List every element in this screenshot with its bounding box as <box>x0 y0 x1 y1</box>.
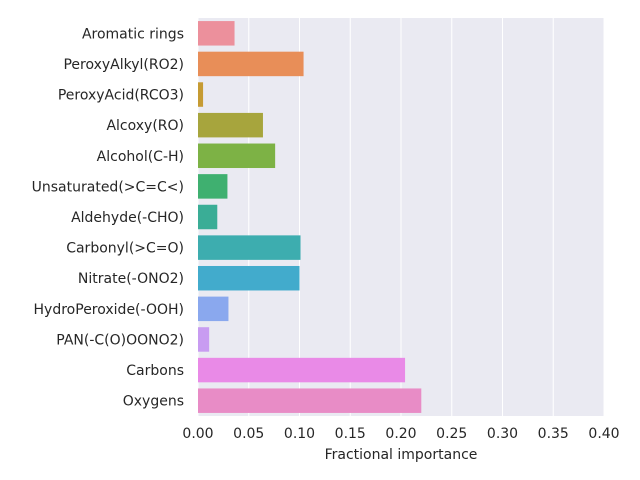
bar <box>198 51 304 77</box>
y-tick-label: Aromatic rings <box>82 26 184 42</box>
y-tick-label: PeroxyAcid(RCO3) <box>58 88 184 104</box>
y-tick-label: Aldehyde(-CHO) <box>71 210 184 226</box>
y-tick-label: PAN(-C(O)OONO2) <box>56 332 184 348</box>
x-tick-label: 0.05 <box>233 426 264 442</box>
y-tick-label: Carbons <box>126 363 184 379</box>
x-tick-label: 0.25 <box>436 426 467 442</box>
y-tick-labels: Aromatic rings PeroxyAlkyl(RO2) PeroxyAcid… <box>32 26 184 409</box>
x-tick-label: 0.15 <box>335 426 366 442</box>
bar <box>198 327 210 352</box>
y-tick-label: Oxygens <box>123 394 184 410</box>
y-tick-label: Unsaturated(>C=C<) <box>32 179 184 195</box>
x-tick-label: 0.00 <box>182 426 213 442</box>
bar <box>198 21 235 46</box>
y-tick-label: Alcohol(C-H) <box>97 149 184 165</box>
bar <box>198 204 218 230</box>
bar <box>198 357 406 383</box>
x-axis-label: Fractional importance <box>325 447 478 463</box>
x-tick-labels: 0.00 0.05 0.10 0.15 0.20 0.25 0.30 0.35 0.40 <box>182 426 619 442</box>
bar <box>198 174 228 199</box>
y-tick-label: PeroxyAlkyl(RO2) <box>63 57 184 73</box>
x-tick-label: 0.30 <box>487 426 518 442</box>
x-tick-label: 0.10 <box>284 426 315 442</box>
x-tick-label: 0.20 <box>385 426 416 442</box>
y-tick-label: Carbonyl(>C=O) <box>66 241 184 257</box>
bar <box>198 112 263 138</box>
bar <box>198 296 229 322</box>
y-tick-label: Nitrate(-ONO2) <box>78 271 184 287</box>
y-tick-label: Alcoxy(RO) <box>106 118 184 134</box>
y-tick-label: HydroPeroxide(-OOH) <box>34 302 184 318</box>
bar <box>198 82 204 107</box>
bars <box>198 21 422 413</box>
bar <box>198 143 276 169</box>
bar <box>198 388 422 413</box>
x-tick-label: 0.40 <box>588 426 619 442</box>
x-tick-label: 0.35 <box>538 426 569 442</box>
bar <box>198 265 300 291</box>
bar <box>198 235 301 260</box>
